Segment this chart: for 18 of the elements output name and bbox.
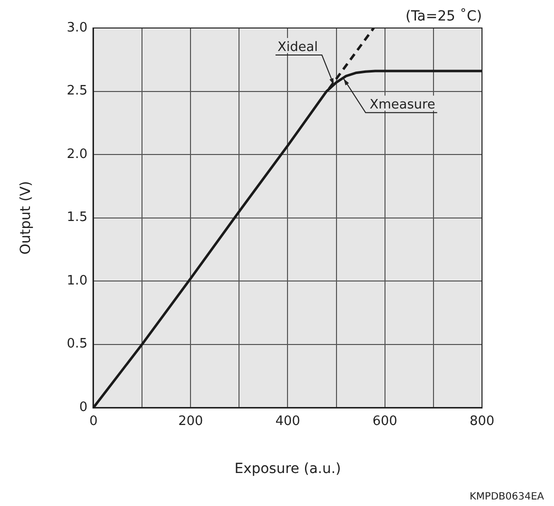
- x-tick-label: 200: [178, 414, 204, 429]
- x-axis-title: Exposure (a.u.): [234, 461, 342, 478]
- text: (Ta=25 ˚C): [405, 8, 482, 25]
- text: KMPDB0634EA: [470, 492, 544, 503]
- y-tick-label: 0.5: [66, 336, 88, 352]
- y-tick-label: 0: [79, 400, 88, 415]
- annotation: Xmeasure: [370, 97, 436, 112]
- x-tick-label: 0: [89, 414, 98, 429]
- y-tick-label: 3.0: [66, 20, 88, 36]
- annotation: Xideal: [278, 40, 318, 55]
- x-tick-label: 800: [470, 414, 494, 429]
- y-tick-label: 2.5: [66, 84, 88, 99]
- y-tick-label: 2.0: [66, 146, 88, 162]
- y-tick-label: 1.5: [66, 210, 88, 226]
- y-tick-label: 1.0: [66, 273, 88, 288]
- y-axis-title: Output (V): [18, 181, 34, 255]
- x-tick-label: 400: [275, 414, 300, 429]
- x-tick-label: 600: [372, 414, 398, 429]
